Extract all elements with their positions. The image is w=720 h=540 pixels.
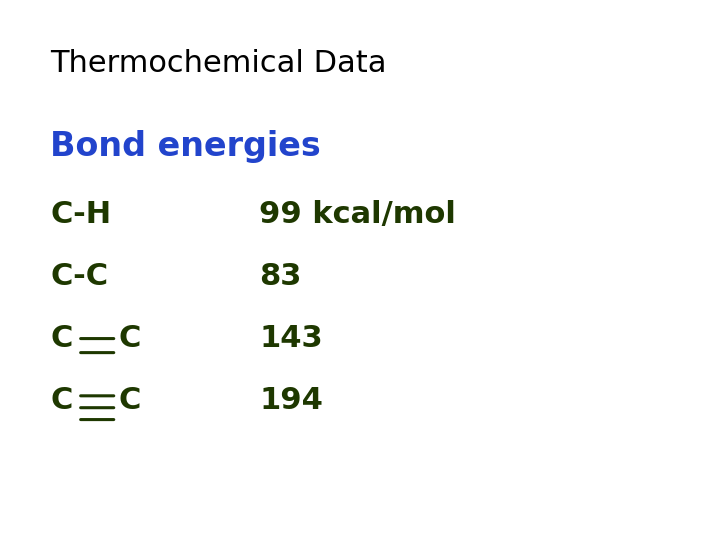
Text: C: C: [50, 324, 73, 353]
Text: 143: 143: [259, 324, 323, 353]
Text: 83: 83: [259, 262, 302, 291]
Text: C: C: [50, 386, 73, 415]
Text: Thermochemical Data: Thermochemical Data: [50, 49, 387, 78]
Text: 99 kcal/mol: 99 kcal/mol: [259, 200, 456, 229]
Text: C: C: [119, 386, 141, 415]
Text: C-C: C-C: [50, 262, 109, 291]
Text: C: C: [119, 324, 141, 353]
Text: 194: 194: [259, 386, 323, 415]
Text: C-H: C-H: [50, 200, 112, 229]
Text: Bond energies: Bond energies: [50, 130, 321, 163]
